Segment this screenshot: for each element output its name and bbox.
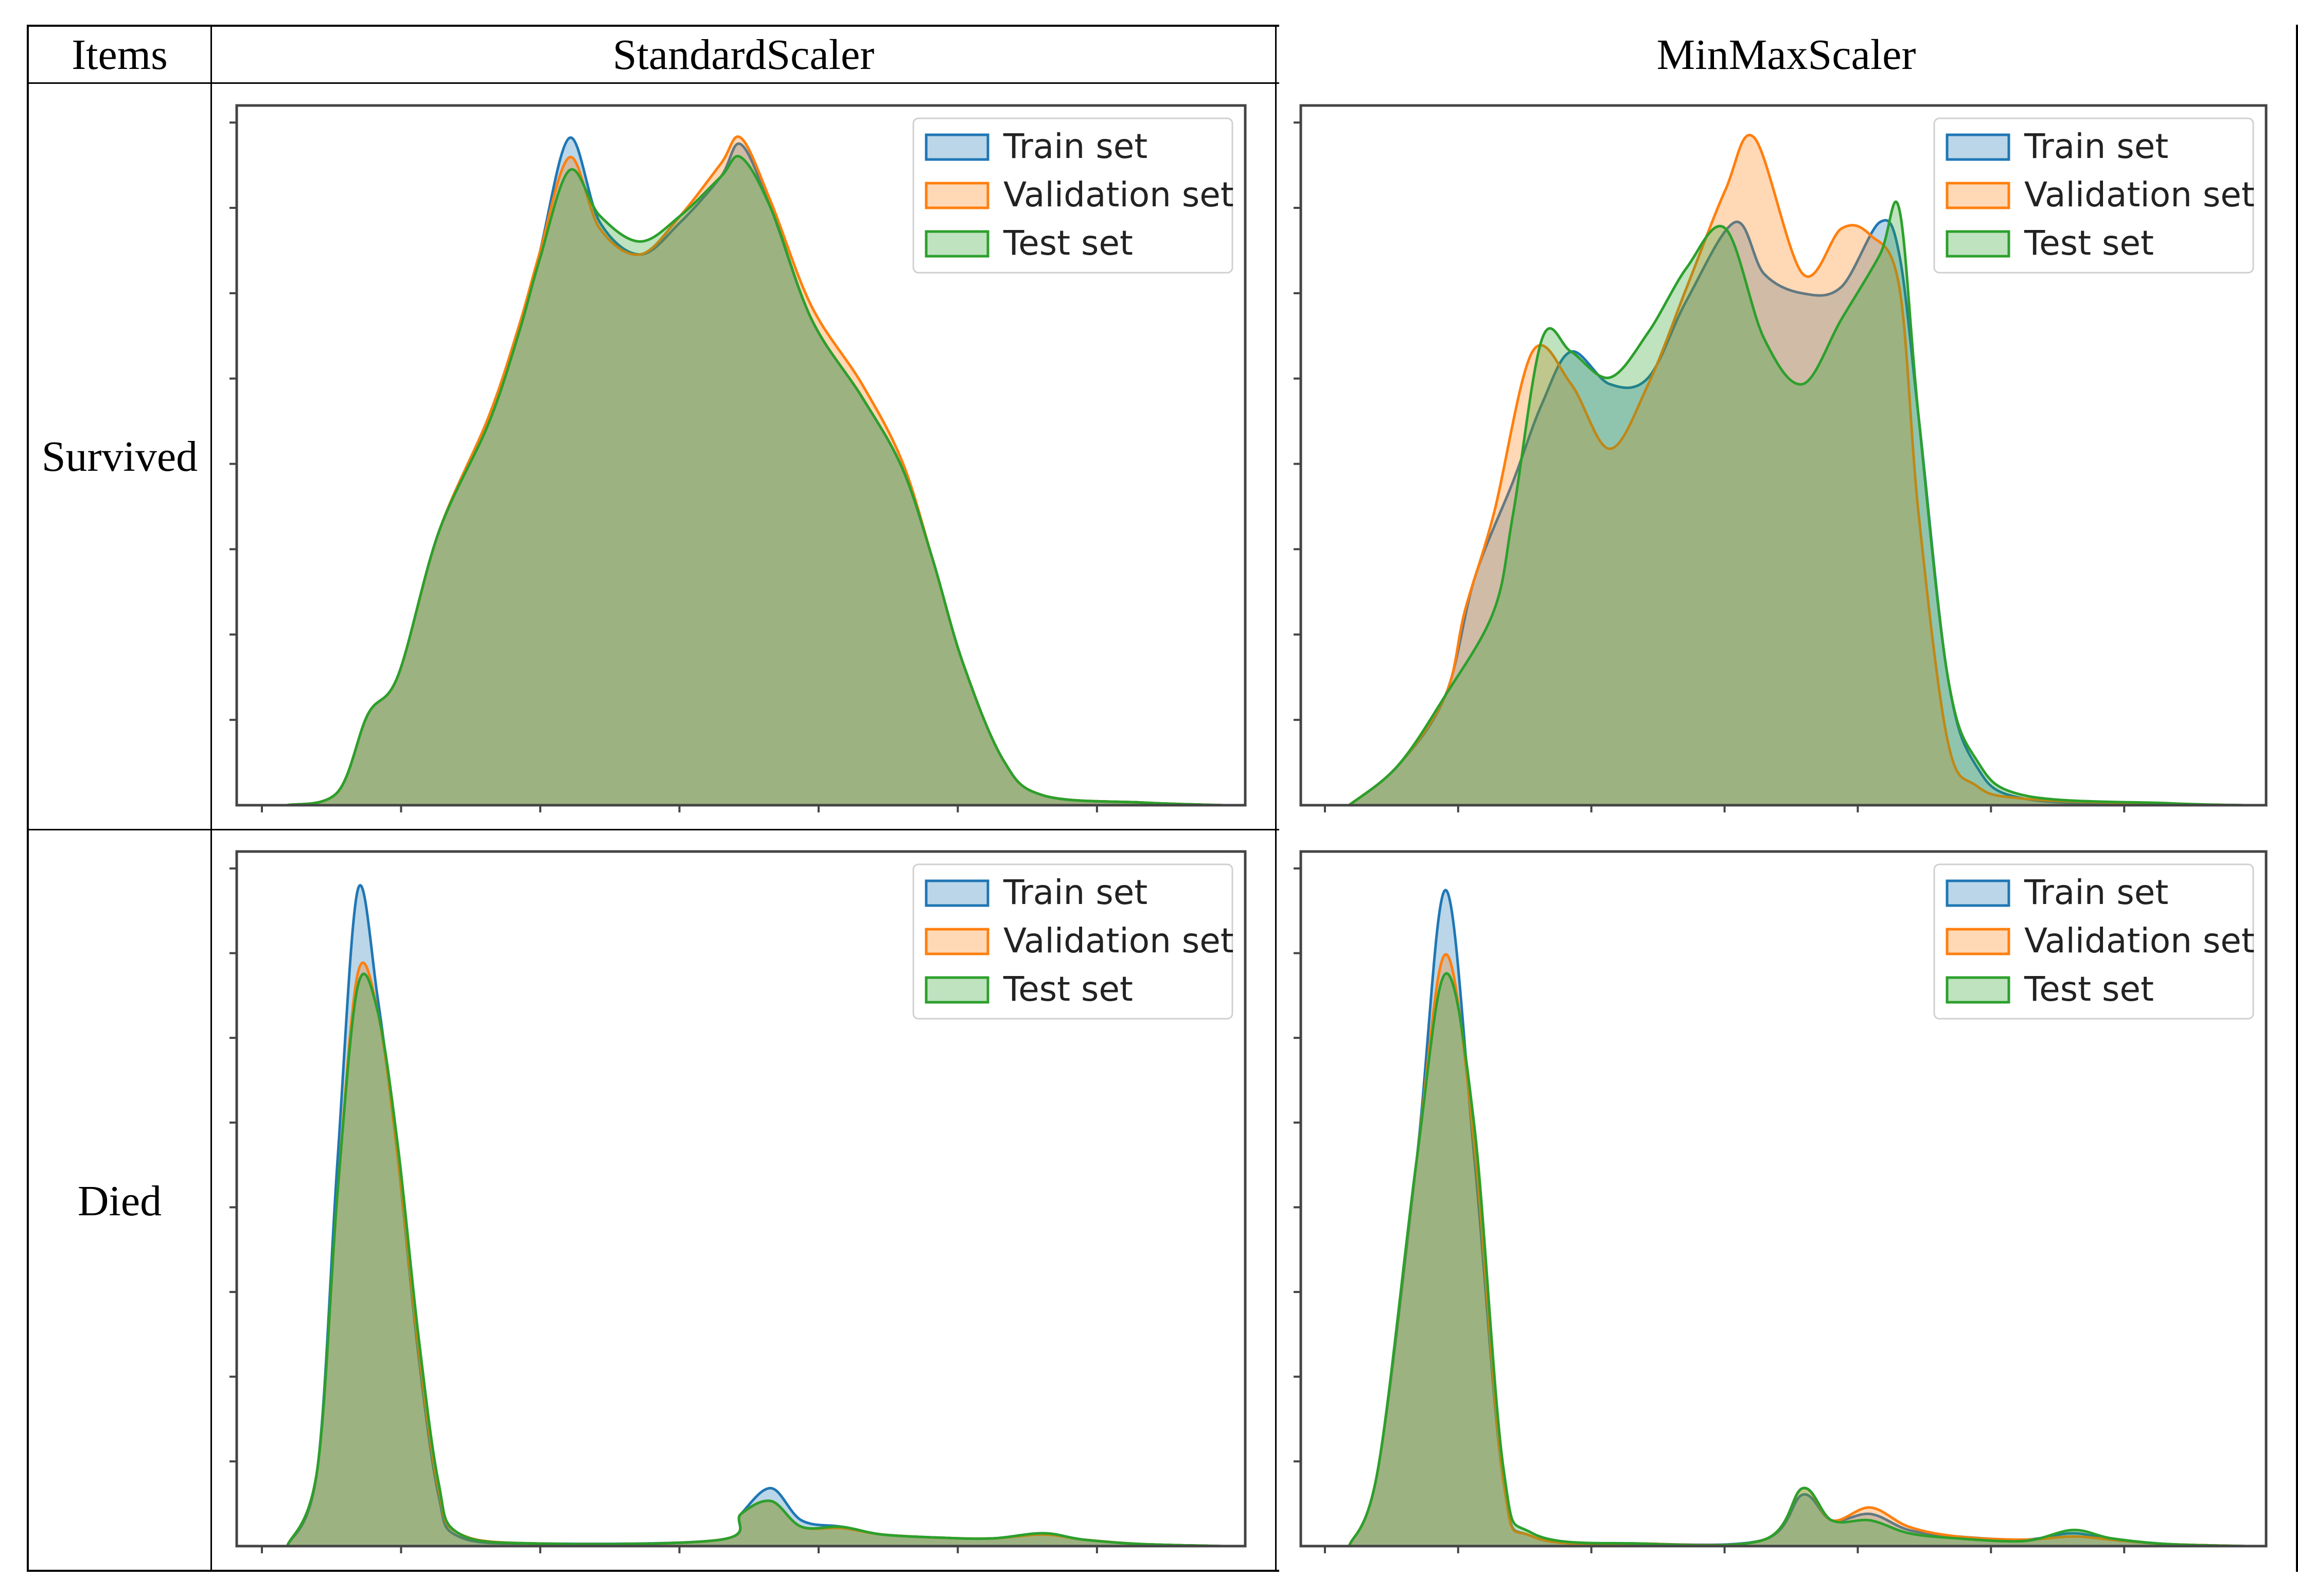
legend-label: Train set (1003, 873, 1147, 912)
kde-area-train-set (1349, 220, 2247, 805)
table-border-top (27, 25, 1279, 27)
kde-line-test-set (286, 972, 1225, 1548)
legend-swatch (925, 976, 989, 1004)
legend-label: Test set (1003, 223, 1133, 263)
kde-line-validation-set (1348, 134, 2247, 807)
legend-swatch (1946, 182, 2010, 209)
kde-area-train-set (287, 885, 1225, 1546)
kde-chart-died-standard: Train set Validation set Test set (229, 850, 1247, 1553)
legend-label: Train set (2024, 127, 2168, 166)
kde-line-train-set (1348, 219, 2247, 807)
legend-label: Test set (2024, 969, 2154, 1009)
table-column-divider-2 (1275, 25, 1277, 1572)
legend-swatch (925, 879, 989, 907)
legend-box (1933, 117, 2254, 274)
legend-swatch (1946, 133, 2010, 161)
legend-label: Test set (2024, 223, 2154, 263)
table-border-left (27, 25, 29, 1572)
legend-label: Validation set (1003, 921, 1234, 961)
legend: Train set Validation set Test set (912, 117, 1234, 274)
row-label-survived: Survived (41, 432, 198, 481)
plot-border (1299, 850, 2268, 1548)
kde-chart-survived-standard: Train set Validation set Test set (229, 104, 1247, 812)
legend-label: Validation set (2024, 921, 2255, 961)
plot-border (235, 850, 1247, 1548)
table-column-divider-1 (210, 25, 212, 1572)
legend-swatch (925, 133, 989, 161)
legend-label: Train set (1003, 127, 1147, 166)
kde-area-validation-set (287, 136, 1225, 805)
legend-box (1933, 863, 2254, 1020)
kde-chart-died-minmax: Train set Validation set Test set (1294, 850, 2268, 1553)
legend-swatch (1946, 928, 2010, 955)
header-standard-scaler: StandardScaler (612, 30, 875, 79)
legend: Train set Validation set Test set (1933, 863, 2255, 1020)
header-items: Items (72, 30, 168, 79)
legend-swatch (925, 928, 989, 955)
kde-area-validation-set (1349, 135, 2247, 805)
legend-label: Validation set (1003, 175, 1234, 215)
row-label-died: Died (77, 1177, 162, 1225)
kde-line-test-set (287, 155, 1225, 807)
legend-swatch (925, 230, 989, 258)
table-border-right (2296, 25, 2298, 1572)
kde-area-validation-set (1349, 954, 2247, 1546)
table-row-divider (27, 829, 1279, 830)
legend-swatch (1946, 230, 2010, 258)
kde-area-test-set (287, 156, 1225, 805)
legend-swatch (1946, 879, 2010, 907)
plot-border (235, 104, 1247, 807)
legend-label: Train set (2024, 873, 2168, 912)
kde-area-train-set (287, 137, 1225, 805)
legend-swatch (925, 182, 989, 209)
legend-swatch (1946, 976, 2010, 1004)
legend-box (912, 863, 1233, 1020)
legend: Train set Validation set Test set (912, 863, 1234, 1020)
kde-area-train-set (1349, 890, 2247, 1546)
kde-area-validation-set (287, 963, 1225, 1546)
table-header-divider (27, 82, 1279, 84)
kde-area-test-set (1349, 202, 2247, 805)
kde-area-test-set (1349, 973, 2247, 1546)
legend-label: Test set (1003, 969, 1133, 1009)
kde-line-test-set (1348, 972, 2247, 1548)
comparison-table (27, 25, 2298, 1572)
legend-box (912, 117, 1233, 274)
table-border-bottom (27, 1570, 1279, 1572)
kde-chart-survived-minmax: Train set Validation set Test set (1294, 104, 2268, 812)
legend-label: Validation set (2024, 175, 2255, 215)
kde-line-test-set (1348, 200, 2247, 807)
legend: Train set Validation set Test set (1933, 117, 2255, 274)
header-minmax-scaler: MinMaxScaler (1656, 30, 1916, 79)
plot-border (1299, 104, 2268, 807)
